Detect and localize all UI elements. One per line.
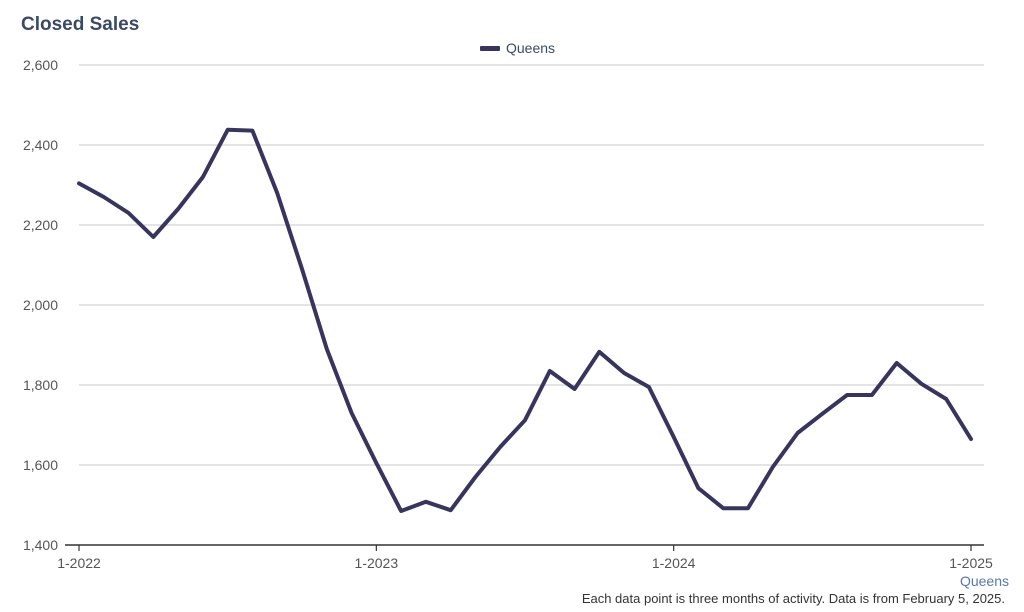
x-axis-series-label: Queens: [959, 573, 1009, 589]
x-axis: 1-2022 1-2023 1-2024 1-2025: [57, 544, 993, 571]
y-tick-label: 1,600: [23, 457, 58, 473]
x-tick-label: 1-2024: [652, 555, 696, 571]
y-tick-label: 2,400: [23, 137, 58, 153]
x-tick-label: 1-2023: [355, 555, 399, 571]
legend-swatch: [480, 45, 500, 51]
series-line-queens[interactable]: [77, 127, 973, 513]
legend-label: Queens: [506, 40, 556, 56]
x-tick-label: 1-2025: [949, 555, 993, 571]
y-tick-label: 2,200: [23, 217, 58, 233]
x-tick-label: 1-2022: [57, 555, 101, 571]
y-tick-label: 2,000: [23, 297, 58, 313]
footnote: Each data point is three months of activ…: [581, 591, 1005, 606]
y-tick-label: 1,800: [23, 377, 58, 393]
y-axis-tick-labels: 1,400 1,600 1,800 2,000 2,200 2,400 2,600: [23, 57, 58, 553]
chart-title: Closed Sales: [21, 14, 140, 35]
y-tick-label: 2,600: [23, 57, 58, 73]
series-layer: [77, 127, 973, 513]
y-tick-label: 1,400: [23, 537, 58, 553]
legend[interactable]: Queens: [480, 40, 555, 56]
gridlines: [79, 64, 984, 466]
